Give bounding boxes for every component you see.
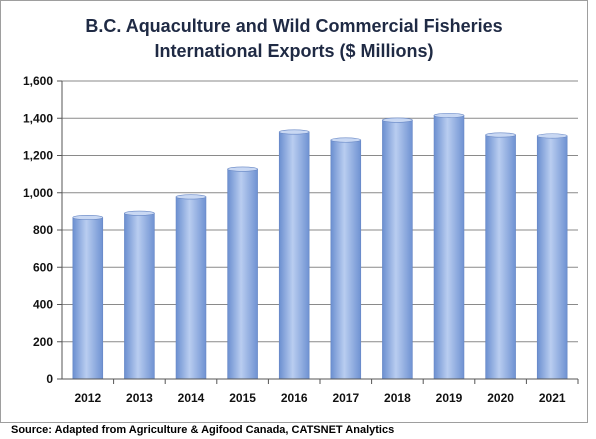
y-tick-label: 600 (33, 260, 53, 274)
x-tick-label: 2020 (487, 391, 514, 405)
y-tick-label: 200 (33, 335, 53, 349)
y-tick-label: 1,000 (23, 186, 53, 200)
bar-2012 (72, 217, 104, 380)
x-tick-label: 2012 (74, 391, 101, 405)
bar-cap-2016 (278, 129, 310, 135)
bar-2013 (124, 212, 155, 380)
y-tick-label: 1,400 (23, 111, 53, 125)
bar-2017 (330, 139, 362, 380)
x-axis: 2012 2013 2014 2015 2016 2017 2018 2019 2020 2021 (62, 378, 579, 405)
bar-cap-2021 (536, 133, 568, 139)
bar-2019 (433, 115, 465, 380)
bar-2021 (536, 135, 568, 380)
x-tick-label: 2013 (126, 391, 153, 405)
y-tick-label: 0 (46, 372, 53, 386)
y-tick-label: 1,600 (23, 74, 53, 88)
chart-title-line-1: B.C. Aquaculture and Wild Commercial Fis… (85, 16, 503, 36)
x-tick-label: 2019 (436, 391, 463, 405)
x-tick-label: 2016 (281, 391, 308, 405)
chart-title-line-2: International Exports ($ Millions) (154, 41, 434, 61)
y-tick-label: 400 (33, 298, 53, 312)
source-note: Source: Adapted from Agriculture & Agifo… (11, 424, 395, 436)
bar-cap-2014 (175, 194, 207, 200)
bar-cap-2019 (433, 112, 465, 118)
x-tick-label: 2021 (539, 391, 566, 405)
bar-2015 (227, 168, 258, 380)
bar-2014 (175, 196, 207, 380)
bar-2016 (278, 131, 310, 380)
bar-cap-2015 (227, 166, 258, 172)
bar-cap-2012 (72, 215, 104, 221)
bars (72, 112, 568, 380)
chart-title: B.C. Aquaculture and Wild Commercial Fis… (0, 14, 588, 64)
bar-2020 (485, 134, 516, 380)
bar-cap-2018 (382, 117, 413, 123)
y-tick-label: 1,200 (23, 149, 53, 163)
bar-cap-2017 (330, 137, 362, 143)
x-tick-label: 2014 (178, 391, 205, 405)
y-axis: 0 200 400 600 800 1,000 1,200 1,400 1,600 (23, 74, 63, 386)
bar-2018 (382, 119, 413, 380)
x-tick-label: 2018 (384, 391, 411, 405)
x-tick-label: 2015 (229, 391, 256, 405)
y-tick-label: 800 (33, 223, 53, 237)
bar-cap-2020 (485, 132, 516, 138)
x-tick-label: 2017 (332, 391, 359, 405)
bar-cap-2013 (124, 210, 155, 216)
